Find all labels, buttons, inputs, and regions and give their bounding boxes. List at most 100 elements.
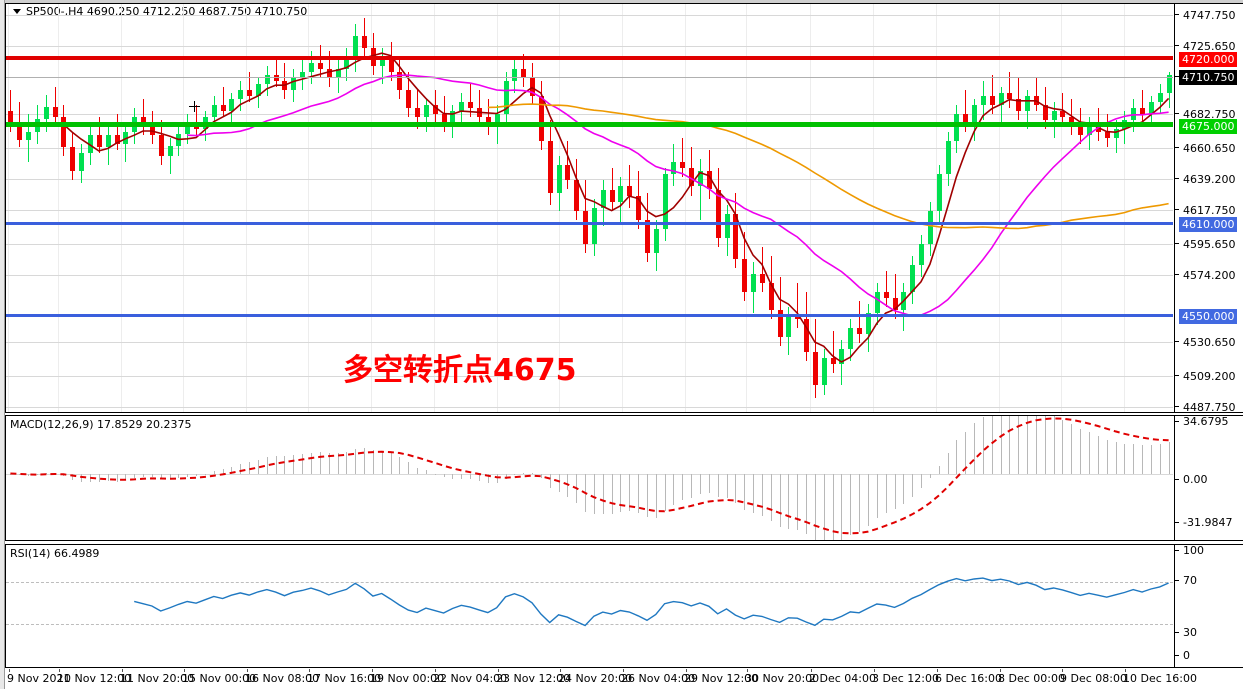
support2-price-badge[interactable]: 4550.000 bbox=[1179, 309, 1237, 324]
time-axis-tick bbox=[874, 669, 875, 672]
candle-wick bbox=[965, 89, 966, 133]
time-axis-tick bbox=[1125, 669, 1126, 672]
macd-histogram-bar bbox=[629, 473, 630, 512]
pivot-price-badge[interactable]: 4675.000 bbox=[1179, 119, 1237, 134]
macd-histogram-bar bbox=[46, 473, 47, 475]
candle-body bbox=[424, 105, 429, 118]
macd-histogram-bar bbox=[161, 473, 162, 479]
price-axis[interactable]: 4747.7504725.6504704.2004682.7504660.650… bbox=[1174, 4, 1243, 413]
candle-body bbox=[229, 99, 234, 112]
macd-histogram-bar bbox=[355, 449, 356, 474]
time-gridline bbox=[371, 4, 372, 412]
symbol-header: SP500-,H4 4690.250 4712.250 4687.750 471… bbox=[26, 5, 308, 18]
macd-histogram-bar bbox=[444, 473, 445, 478]
resistance-line-4720[interactable] bbox=[6, 56, 1173, 60]
time-axis-tick bbox=[435, 669, 436, 672]
pivot-line-4675[interactable] bbox=[6, 122, 1173, 127]
time-axis-tick bbox=[937, 669, 938, 672]
candle-body bbox=[751, 273, 756, 292]
macd-histogram-bar bbox=[1045, 416, 1046, 474]
candle-wick bbox=[196, 105, 197, 136]
rsi-level-30 bbox=[6, 623, 1173, 625]
macd-histogram-bar bbox=[1001, 416, 1002, 474]
candle-body bbox=[185, 123, 190, 134]
price-gridline bbox=[6, 407, 1173, 408]
support1-price-badge[interactable]: 4610.000 bbox=[1179, 217, 1237, 232]
support-line-4610[interactable] bbox=[6, 222, 1173, 225]
candle-body bbox=[725, 213, 730, 238]
last-price-line[interactable] bbox=[6, 77, 1173, 78]
macd-plot-area[interactable] bbox=[6, 416, 1173, 540]
candle-body bbox=[8, 111, 13, 122]
candle-body bbox=[707, 171, 712, 190]
rsi-panel[interactable] bbox=[5, 544, 1243, 668]
candle-body bbox=[716, 189, 721, 238]
candle-wick bbox=[1107, 114, 1108, 148]
time-axis-label: 3 Dec 12:00 bbox=[872, 672, 939, 685]
time-axis-label: 6 Dec 16:00 bbox=[935, 672, 1002, 685]
macd-histogram-bar bbox=[912, 473, 913, 497]
macd-histogram-bar bbox=[302, 454, 303, 474]
candle-body bbox=[309, 62, 314, 72]
candle-body bbox=[610, 189, 615, 202]
chevron-down-icon[interactable] bbox=[13, 9, 21, 14]
macd-histogram-bar bbox=[1054, 416, 1055, 474]
macd-histogram-bar bbox=[992, 416, 993, 474]
price-axis-tick bbox=[1175, 147, 1179, 148]
support-line-4550[interactable] bbox=[6, 314, 1173, 317]
candle-body bbox=[848, 328, 853, 350]
macd-histogram-bar bbox=[895, 473, 896, 510]
candle-body bbox=[1105, 132, 1110, 139]
candle-body bbox=[291, 77, 296, 90]
time-axis-tick bbox=[560, 669, 561, 672]
candle-wick bbox=[284, 62, 285, 100]
rsi-line bbox=[134, 577, 1169, 627]
time-gridline bbox=[810, 4, 811, 412]
candle-body bbox=[106, 135, 111, 148]
candle-wick bbox=[629, 165, 630, 208]
candle-body bbox=[1078, 126, 1083, 136]
time-axis-tick bbox=[372, 669, 373, 672]
resistance-price-badge[interactable]: 4720.000 bbox=[1179, 52, 1237, 67]
candle-body bbox=[813, 352, 818, 386]
price-axis-tick bbox=[1175, 375, 1179, 376]
last-price-badge[interactable]: 4710.750 bbox=[1179, 70, 1237, 85]
time-axis-label: 23 Nov 12:00 bbox=[496, 672, 571, 685]
price-axis-label: 4682.750 bbox=[1183, 108, 1236, 121]
price-gridline bbox=[6, 114, 1173, 115]
rsi-axis-tick bbox=[1175, 632, 1179, 633]
price-plot-area[interactable]: 多空转折点4675 bbox=[6, 4, 1173, 412]
macd-histogram-bar bbox=[28, 473, 29, 477]
macd-histogram-bar bbox=[506, 473, 507, 480]
candle-body bbox=[919, 243, 924, 265]
candle-body bbox=[795, 316, 800, 320]
time-axis-tick bbox=[309, 669, 310, 672]
macd-histogram-bar bbox=[19, 473, 20, 476]
candle-body bbox=[221, 105, 226, 112]
time-axis-label: 22 Nov 04:00 bbox=[433, 672, 508, 685]
candle-wick bbox=[223, 86, 224, 118]
window-left-edge bbox=[0, 0, 5, 689]
candle-wick bbox=[1036, 77, 1037, 112]
macd-histogram-bar bbox=[727, 473, 728, 498]
macd-histogram-bar bbox=[417, 467, 418, 474]
candle-body bbox=[247, 89, 252, 96]
time-axis-label: 8 Dec 00:00 bbox=[998, 672, 1065, 685]
candle-body bbox=[504, 80, 509, 115]
candle-body bbox=[1025, 96, 1030, 112]
candle-body bbox=[168, 145, 173, 157]
candle-body bbox=[442, 114, 447, 124]
candle-wick bbox=[797, 282, 798, 329]
macd-histogram-bar bbox=[612, 473, 613, 515]
price-chart-panel[interactable] bbox=[5, 3, 1243, 413]
macd-histogram-bar bbox=[753, 473, 754, 513]
time-gridline bbox=[622, 4, 623, 412]
time-gridline bbox=[873, 4, 874, 412]
rsi-plot-area[interactable] bbox=[6, 545, 1173, 667]
macd-histogram-bar bbox=[762, 473, 763, 516]
candle-body bbox=[1060, 111, 1065, 118]
price-gridline bbox=[6, 179, 1173, 180]
time-axis[interactable]: 9 Nov 2021 10 Nov 12:00 11 Nov 20:00 15 Nov… bbox=[5, 669, 1243, 689]
macd-histogram-bar bbox=[214, 470, 215, 474]
candle-body bbox=[530, 77, 535, 96]
